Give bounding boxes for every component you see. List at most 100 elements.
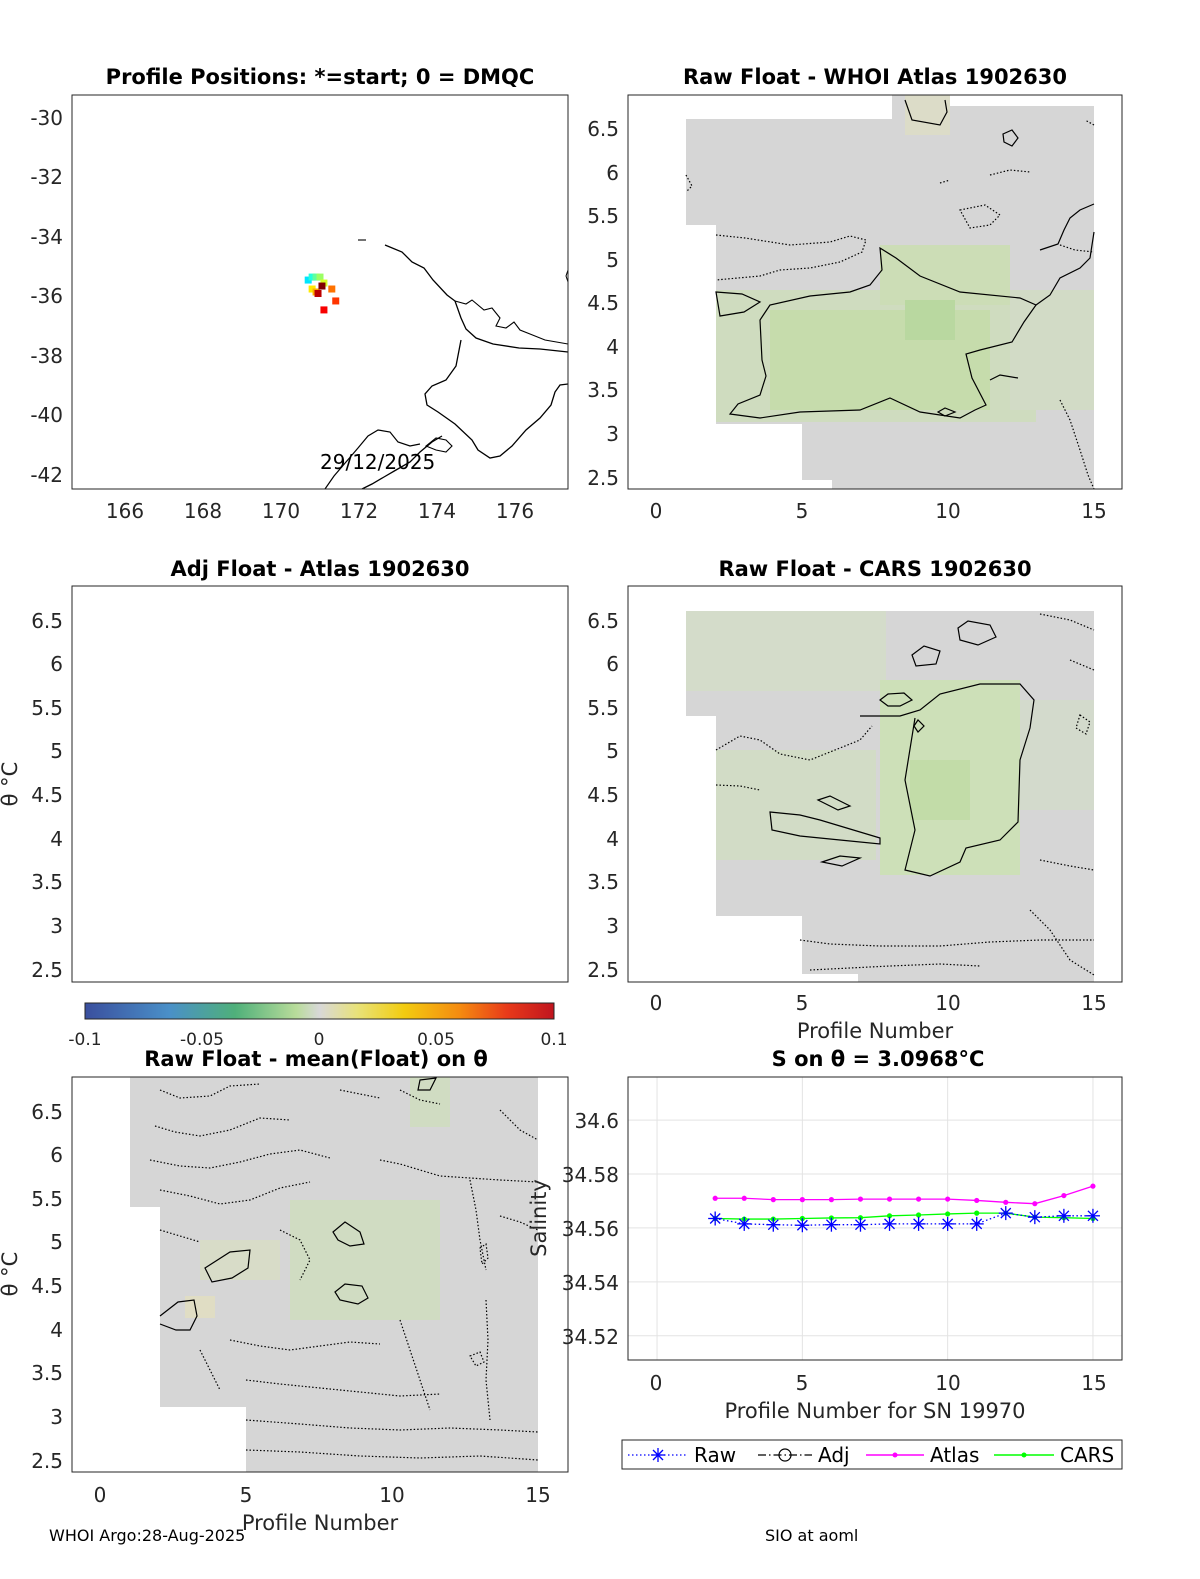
- cars-field: [686, 611, 1094, 982]
- salinity-xtick: 15: [1081, 1371, 1106, 1395]
- raw-point: [824, 1217, 839, 1232]
- legend-atlas-marker-icon: [892, 1452, 898, 1458]
- profile-position-point: [320, 306, 328, 314]
- whoi-ytick: 6.5: [587, 117, 619, 141]
- series-line-atlas: [715, 1185, 1094, 1205]
- raw-point: [882, 1216, 897, 1231]
- raw-point: [766, 1217, 781, 1232]
- cars-ytick: 4: [606, 827, 619, 851]
- profile-position-point: [316, 273, 324, 281]
- raw-point: [795, 1218, 810, 1233]
- map-panel: Profile Positions: *=start; 0 = DMQC 29/…: [30, 65, 569, 523]
- cars-dotted-contours: [715, 613, 1095, 976]
- map-title: Profile Positions: *=start; 0 = DMQC: [106, 65, 535, 89]
- salinity-xlabel: Profile Number for SN 19970: [724, 1399, 1025, 1423]
- series-line-cars: [715, 1212, 1093, 1220]
- mean-ytick: 5.5: [31, 1187, 63, 1211]
- whoi-xtick: 5: [796, 499, 809, 523]
- legend-adj-marker-icon: [778, 1448, 792, 1462]
- cars-axes-box: [627, 585, 1123, 983]
- raw-point: [1056, 1208, 1071, 1223]
- colorbar-tick: -0.05: [180, 1030, 224, 1050]
- whoi-xtick: 10: [935, 499, 960, 523]
- whoi-x-ticks: 0 5 10 15: [650, 499, 1107, 523]
- atlas-point: [1061, 1192, 1067, 1199]
- whoi-xtick: 0: [650, 499, 663, 523]
- whoi-axes-box: [627, 94, 1123, 490]
- legend-raw-marker-icon: [651, 1448, 665, 1462]
- colorbar-tick: 0.1: [540, 1030, 567, 1050]
- coastline: [324, 239, 568, 489]
- adj-ytick: 4.5: [31, 783, 63, 807]
- profile-position-point: [332, 297, 340, 305]
- atlas-point: [1090, 1183, 1096, 1189]
- salinity-y-ticks: 34.6 34.58 34.56 34.54 34.52: [562, 1109, 619, 1349]
- profile-position-point: [308, 285, 316, 293]
- atlas-point: [886, 1196, 893, 1202]
- atlas-point: [915, 1196, 922, 1202]
- mean-ytick: 5: [50, 1230, 63, 1254]
- footer-left: WHOI Argo:28-Aug-2025: [49, 1526, 246, 1545]
- profile-position-point: [314, 289, 322, 297]
- cars-point: [945, 1211, 951, 1217]
- adj-title: Adj Float - Atlas 1902630: [170, 557, 469, 581]
- cars-xtick: 5: [796, 991, 809, 1015]
- mean-panel: Raw Float - mean(Float) on θ: [0, 1047, 569, 1535]
- mean-ytick: 6: [50, 1143, 63, 1167]
- salinity-panel: S on θ = 3.0968°C 34.6 34.58 34.56 34.54…: [527, 1047, 1123, 1470]
- whoi-xtick: 15: [1081, 499, 1106, 523]
- raw-point: [969, 1216, 984, 1231]
- raw-point: [1085, 1208, 1100, 1223]
- legend-cars: CARS: [1060, 1443, 1114, 1467]
- colorbar-tick: 0: [314, 1030, 325, 1050]
- cars-y-ticks: 6.5 6 5.5 5 4.5 4 3.5 3 2.5: [587, 609, 619, 982]
- raw-point: [708, 1211, 723, 1226]
- atlas-point: [1003, 1199, 1009, 1205]
- mean-ytick: 4.5: [31, 1274, 63, 1298]
- map-ytick: -30: [30, 106, 63, 130]
- cars-point: [974, 1210, 980, 1216]
- map-xtick: 168: [184, 499, 222, 523]
- salinity-series: [708, 1183, 1100, 1233]
- salinity-xtick: 5: [796, 1371, 809, 1395]
- cars-ytick: 3.5: [587, 870, 619, 894]
- mean-y-ticks: 6.5 6 5.5 5 4.5 4 3.5 3 2.5: [31, 1100, 63, 1473]
- raw-point: [911, 1216, 926, 1231]
- cars-xtick: 0: [650, 991, 663, 1015]
- adj-ytick: 3.5: [31, 870, 63, 894]
- salinity-ytick: 34.56: [562, 1217, 619, 1241]
- whoi-ytick: 6: [606, 161, 619, 185]
- legend-adj: Adj: [818, 1443, 850, 1467]
- adj-axes-box: [71, 585, 569, 983]
- cars-xtick: 15: [1081, 991, 1106, 1015]
- mean-xtick: 5: [240, 1483, 253, 1507]
- adj-ytick: 5.5: [31, 696, 63, 720]
- raw-point: [853, 1217, 868, 1232]
- map-axes-box: [71, 94, 569, 490]
- colorbar-tick: 0.05: [417, 1030, 455, 1050]
- whoi-ytick: 3.5: [587, 378, 619, 402]
- cars-contours: [769, 620, 1035, 877]
- cars-ytick: 6.5: [587, 609, 619, 633]
- salinity-xtick: 10: [935, 1371, 960, 1395]
- mean-xtick: 15: [525, 1483, 550, 1507]
- mean-xtick: 10: [379, 1483, 404, 1507]
- cars-xtick: 10: [935, 991, 960, 1015]
- map-xtick: 166: [106, 499, 144, 523]
- cars-point: [886, 1213, 893, 1219]
- cars-x-ticks: 0 5 10 15: [650, 991, 1107, 1015]
- salinity-x-ticks: 0 5 10 15: [650, 1371, 1107, 1395]
- cars-panel: Raw Float - CARS 1902630: [587, 557, 1123, 1043]
- cars-xlabel: Profile Number: [797, 1019, 954, 1043]
- profile-position-point: [312, 273, 320, 281]
- whoi-ytick: 5.5: [587, 204, 619, 228]
- salinity-ytick: 34.52: [562, 1325, 619, 1349]
- mean-dotted-contours: [149, 1083, 539, 1461]
- salinity-axes-box: [627, 1076, 1123, 1361]
- map-date-label: 29/12/2025: [320, 450, 435, 474]
- cars-ytick: 3: [606, 914, 619, 938]
- map-ytick: -40: [30, 403, 63, 427]
- cars-point: [857, 1215, 864, 1221]
- map-xtick: 170: [262, 499, 300, 523]
- cars-point: [915, 1212, 922, 1218]
